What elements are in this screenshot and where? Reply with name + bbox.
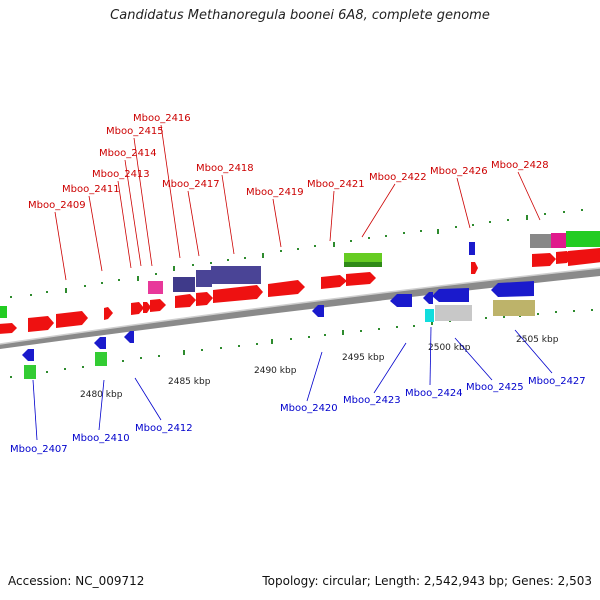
genome-backbone-highlight xyxy=(0,267,600,345)
gene-forward xyxy=(346,272,376,286)
label-mboo-2412: Mboo_2412 xyxy=(135,423,193,434)
gene-forward-pink xyxy=(551,233,566,248)
label-mboo-2418: Mboo_2418 xyxy=(196,163,254,174)
gene-forward-green xyxy=(566,231,600,247)
gene-reverse xyxy=(94,337,106,349)
label-mboo-2426: Mboo_2426 xyxy=(430,166,488,177)
gene-forward xyxy=(131,302,144,315)
gene-reverse-cyan xyxy=(425,309,434,322)
reverse-leader-lines xyxy=(32,326,553,441)
scale-label-2485: 2485 kbp xyxy=(168,377,211,387)
forward-tick-track xyxy=(10,209,583,298)
gene-forward xyxy=(56,311,88,328)
scale-label-2480: 2480 kbp xyxy=(80,390,123,400)
accession-label: Accession: NC_009712 xyxy=(8,574,145,588)
gene-forward xyxy=(268,280,305,297)
scale-labels: 2480 kbp 2485 kbp 2490 kbp 2495 kbp 2500… xyxy=(80,335,559,400)
gene-forward xyxy=(150,299,166,312)
topology-label: Topology: circular; Length: 2,542,943 bp… xyxy=(262,574,592,588)
gene-reverse-green xyxy=(24,365,36,379)
gene-forward xyxy=(196,292,213,306)
scale-label-2505: 2505 kbp xyxy=(516,335,559,345)
gene-forward-purple xyxy=(196,270,212,287)
label-mboo-2421: Mboo_2421 xyxy=(307,179,365,190)
gene-reverse xyxy=(22,349,34,361)
label-mboo-2416: Mboo_2416 xyxy=(133,113,191,124)
gene-forward xyxy=(104,307,113,320)
gene-forward xyxy=(471,262,478,274)
label-mboo-2411: Mboo_2411 xyxy=(62,184,120,195)
label-mboo-2415: Mboo_2415 xyxy=(106,126,164,137)
gene-forward xyxy=(28,316,54,332)
scale-label-2500: 2500 kbp xyxy=(428,343,471,353)
gene-forward-green xyxy=(0,306,7,318)
gene-forward xyxy=(175,294,196,308)
forward-genes xyxy=(0,231,600,334)
gene-reverse xyxy=(390,294,412,307)
label-mboo-2407: Mboo_2407 xyxy=(10,444,68,455)
reverse-genes xyxy=(22,281,535,379)
map-title: Candidatus Methanoregula boonei 6A8, com… xyxy=(110,8,490,23)
label-mboo-2409: Mboo_2409 xyxy=(28,200,86,211)
forward-leader-lines xyxy=(54,124,541,281)
label-mboo-2413: Mboo_2413 xyxy=(92,169,150,180)
gene-forward-blue xyxy=(469,242,475,255)
scale-label-2495: 2495 kbp xyxy=(342,353,385,363)
label-mboo-2428: Mboo_2428 xyxy=(491,160,549,171)
label-mboo-2427: Mboo_2427 xyxy=(528,376,586,387)
gene-reverse-green xyxy=(95,352,107,366)
scale-label-2490: 2490 kbp xyxy=(254,366,297,376)
gene-forward-purple xyxy=(173,277,195,292)
gene-forward xyxy=(213,285,263,303)
genome-backbone xyxy=(0,268,600,349)
label-mboo-2423: Mboo_2423 xyxy=(343,395,401,406)
label-mboo-2414: Mboo_2414 xyxy=(99,148,157,159)
gene-forward xyxy=(0,323,17,334)
gene-forward-pink xyxy=(148,281,163,294)
gene-reverse xyxy=(491,281,534,297)
gene-forward xyxy=(321,275,347,289)
gene-reverse-olive xyxy=(493,300,535,316)
gene-forward-green xyxy=(344,262,382,267)
forward-labels: Mboo_2409 Mboo_2411 Mboo_2413 Mboo_2414 … xyxy=(28,113,549,211)
gene-reverse-lightgrey xyxy=(435,305,472,321)
gene-forward xyxy=(532,253,556,267)
gene-forward-grey xyxy=(530,234,552,248)
reverse-labels: Mboo_2407 Mboo_2410 Mboo_2412 Mboo_2420 … xyxy=(10,376,586,455)
gene-reverse xyxy=(312,305,324,317)
gene-forward xyxy=(568,248,600,266)
label-mboo-2420: Mboo_2420 xyxy=(280,403,338,414)
gene-reverse xyxy=(124,331,134,343)
label-mboo-2425: Mboo_2425 xyxy=(466,382,524,393)
label-mboo-2419: Mboo_2419 xyxy=(246,187,304,198)
label-mboo-2410: Mboo_2410 xyxy=(72,433,130,444)
gene-reverse xyxy=(423,292,433,304)
gene-reverse xyxy=(432,288,469,302)
gene-forward xyxy=(143,302,151,313)
gene-forward-purple xyxy=(211,266,261,284)
label-mboo-2417: Mboo_2417 xyxy=(162,179,220,190)
label-mboo-2422: Mboo_2422 xyxy=(369,172,427,183)
label-mboo-2424: Mboo_2424 xyxy=(405,388,463,399)
